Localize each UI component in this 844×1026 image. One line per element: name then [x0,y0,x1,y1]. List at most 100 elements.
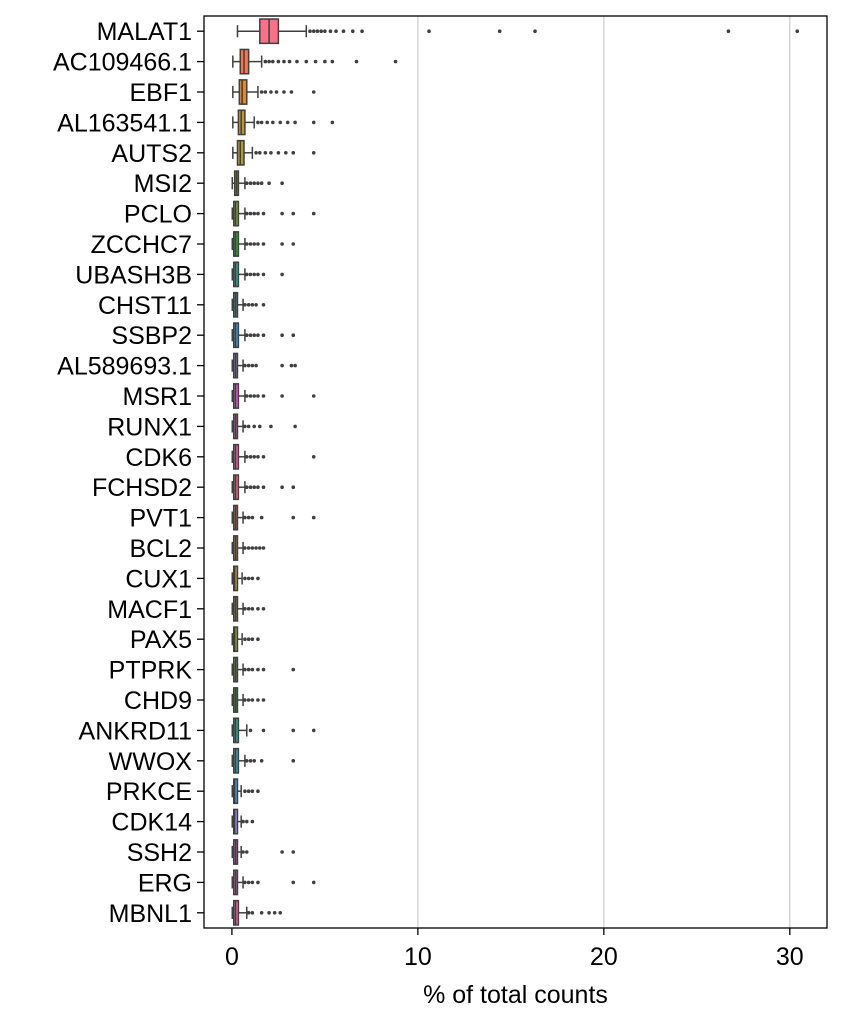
outlier-point [254,546,258,550]
outlier-point [257,546,262,550]
box-chst11 [231,291,266,318]
outlier-point [334,29,338,33]
outlier-point [291,333,296,338]
outlier-point [274,90,279,94]
y-tick-label: RUNX1 [107,413,192,441]
outlier-point [246,880,251,885]
outlier-point [250,911,255,915]
outlier-point [256,394,260,398]
outlier-point [250,607,255,611]
outlier-point [308,29,312,33]
outlier-point [256,607,260,611]
y-tick-label: FCHSD2 [92,474,192,502]
outlier-point [248,394,253,398]
y-tick-label: ANKRD11 [79,717,192,745]
outlier-point [254,151,258,155]
outlier-point [261,272,266,277]
box-wwox [231,747,296,774]
outlier-point [256,637,260,641]
box-prkce [231,778,260,805]
outlier-point [246,515,251,520]
outlier-point [252,424,257,429]
outlier-point [256,455,260,459]
outlier-point [256,120,260,125]
outlier-point [330,59,335,64]
box-zcchc7 [231,231,296,257]
outlier-point [243,880,247,885]
outlier-point [261,455,266,459]
outlier-point [256,485,260,490]
outlier-point [256,181,260,185]
outlier-point [280,181,284,185]
y-tick-label: EBF1 [129,79,192,107]
outlier-point [263,59,268,64]
outlier-point [360,29,364,33]
outlier-point [250,819,255,824]
outlier-point [252,485,257,490]
outlier-point [497,29,502,33]
box-iqr [233,808,239,835]
box-iqr [233,565,239,592]
outlier-point [244,819,249,824]
grid-lines [417,16,791,928]
outlier-point [280,211,284,216]
outlier-point [291,728,296,733]
outlier-point [246,424,251,429]
box-runx1 [231,413,297,440]
outlier-point [250,698,255,702]
outlier-point [256,667,260,672]
outlier-point [795,29,800,33]
outlier-point [276,59,281,64]
outlier-point [243,515,247,520]
outlier-point [248,211,253,216]
x-tick-label: 0 [225,943,239,971]
box-macf1 [231,595,266,622]
outlier-point [256,211,260,216]
y-tick-label: BCL2 [129,535,192,563]
outlier-point [252,455,257,459]
outlier-point [261,698,266,702]
outlier-point [269,90,273,94]
outlier-point [248,242,253,246]
outlier-point [291,211,296,216]
y-tick-label: UBASH3B [75,261,192,289]
outlier-point [285,120,290,125]
box-plot-marks [231,18,800,926]
outlier-point [250,363,255,368]
outlier-point [252,242,257,246]
outlier-point [244,272,249,277]
outlier-point [259,90,264,94]
outlier-point [241,819,245,824]
outlier-point [261,485,266,490]
outlier-point [280,272,284,277]
outlier-point [259,911,264,915]
box-ptprk [231,656,296,683]
outlier-point [256,880,260,885]
box-pclo [231,200,316,227]
outlier-point [257,424,262,429]
outlier-point [246,667,251,672]
outlier-point [261,211,266,216]
outlier-point [243,424,247,429]
box-iqr [238,79,248,105]
box-cux1 [231,565,260,592]
outlier-point [244,850,249,854]
outlier-point [250,515,255,520]
y-tick-label: PTPRK [109,657,193,685]
outlier-point [280,485,284,490]
outlier-point [282,59,286,64]
box-msi2 [231,170,284,197]
x-tick-label: 30 [776,943,804,971]
outlier-point [350,29,355,33]
outlier-point [261,728,266,733]
y-tick-label: MALAT1 [97,18,192,46]
box-al163541.1 [232,109,335,136]
outlier-point [280,333,284,338]
box-ssh2 [231,839,296,865]
outlier-point [265,120,270,125]
outlier-point [341,29,346,33]
box-msr1 [231,383,316,409]
outlier-point [427,29,431,33]
outlier-point [248,272,253,277]
